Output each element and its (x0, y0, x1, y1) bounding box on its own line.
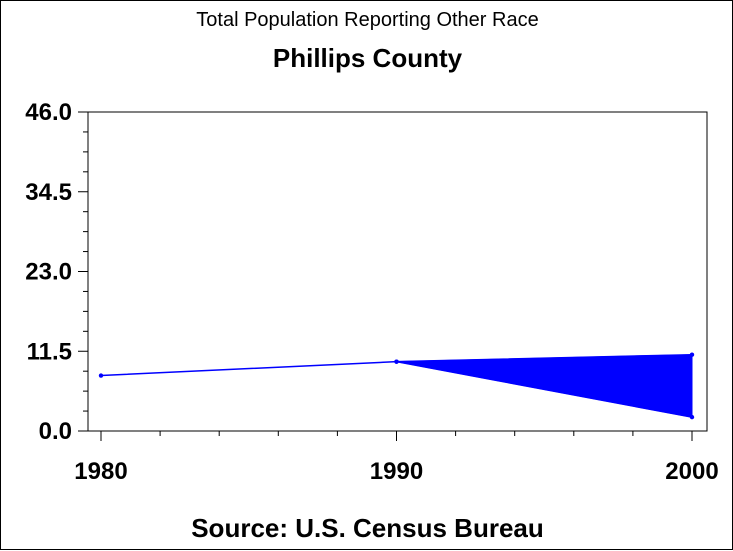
data-point (689, 352, 695, 357)
x-tick-label: 1980 (74, 458, 127, 485)
area-fill (396, 354, 693, 418)
x-tick-label: 2000 (665, 458, 718, 485)
y-tick-label: 34.5 (25, 179, 72, 206)
y-tick-label: 0.0 (39, 418, 72, 445)
x-tick-label: 1990 (370, 458, 423, 485)
data-point (98, 373, 104, 378)
y-tick-label: 23.0 (25, 259, 72, 286)
chart-subtitle: Phillips County (272, 43, 463, 73)
data-point (394, 359, 399, 364)
series-line-1 (396, 360, 693, 418)
y-tick-label: 11.5 (27, 338, 72, 365)
data-point (689, 414, 695, 420)
y-tick-label: 46.0 (25, 99, 72, 126)
chart-title: Total Population Reporting Other Race (196, 9, 539, 31)
chart-source: Source: U.S. Census Bureau (191, 513, 544, 543)
